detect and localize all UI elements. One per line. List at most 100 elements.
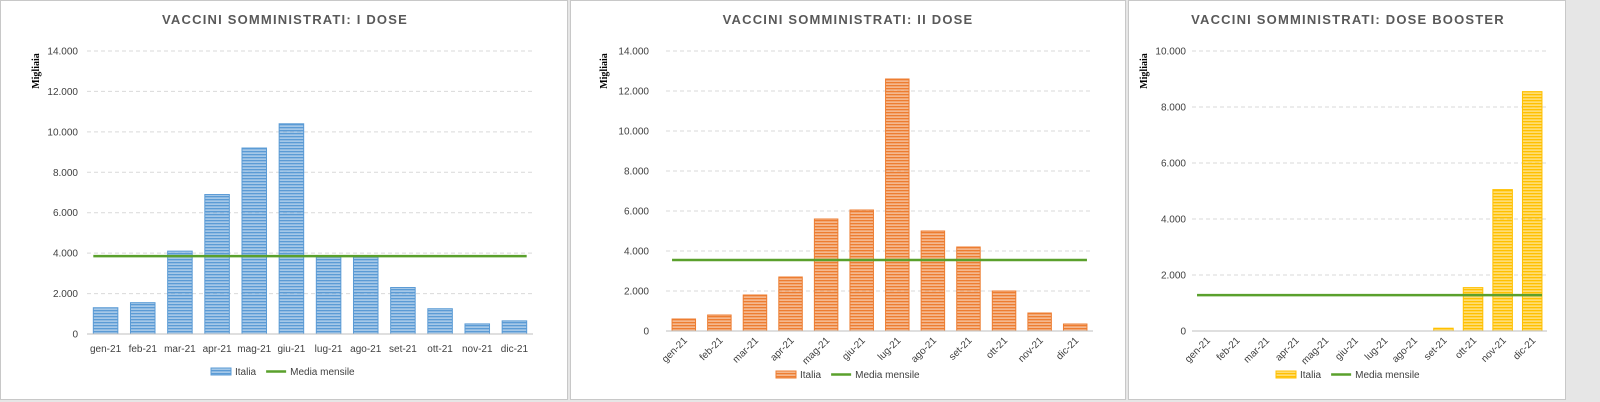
bar-apr-21 [778, 276, 803, 332]
x-tick-label: mar-21 [1242, 335, 1272, 365]
x-tick-label: apr-21 [1273, 335, 1302, 364]
y-tick-label: 4.000 [1161, 215, 1186, 226]
y-tick-label: 14.000 [47, 47, 78, 58]
bar-mag-21 [813, 218, 839, 332]
chart-first-dose: VACCINI SOMMINISTRATI: I DOSE Migliaia 0 2.… [31, 12, 533, 378]
x-tick-label: nov-21 [462, 344, 493, 355]
bar-dic-21 [501, 320, 528, 335]
bar-feb-21 [129, 302, 156, 335]
x-tick-label: feb-21 [129, 344, 158, 355]
x-tick-label: ott-21 [984, 335, 1010, 361]
x-tick-label: dic-21 [1511, 335, 1538, 362]
x-tick-label: giu-21 [1333, 335, 1361, 363]
x-tick-label: mar-21 [731, 335, 761, 365]
x-tick-label: dic-21 [501, 344, 529, 355]
bar-lug-21 [885, 78, 910, 332]
bar-ago-21 [352, 256, 379, 335]
y-tick-label: 6.000 [53, 208, 78, 219]
x-tick-label: gen-21 [660, 335, 690, 365]
x-tick-label: mag-21 [1299, 335, 1331, 367]
x-tick-label: ott-21 [1453, 335, 1479, 361]
y-tick-label: 10.000 [1155, 47, 1186, 58]
x-tick-label: lug-21 [1363, 335, 1391, 363]
x-tick-label: feb-21 [698, 335, 726, 363]
y-tick-label: 8.000 [1161, 103, 1186, 114]
bar-lug-21 [315, 256, 342, 335]
x-tick-label: ago-21 [350, 344, 382, 355]
x-tick-label: apr-21 [768, 335, 797, 364]
legend-label-line: Media mensile [290, 367, 355, 378]
x-tick-label: lug-21 [315, 344, 343, 355]
y-tick-label: 8.000 [624, 167, 649, 178]
y-axis-label: Migliaia [599, 53, 610, 89]
y-tick-label: 10.000 [47, 127, 78, 138]
x-tick-label: nov-21 [1479, 335, 1509, 365]
y-tick-label: 4.000 [624, 247, 649, 258]
x-tick-label: apr-21 [203, 344, 232, 355]
x-tick-label: gen-21 [1183, 335, 1213, 365]
x-tick-label: mar-21 [164, 344, 196, 355]
bar-nov-21 [1492, 189, 1513, 332]
bar-ago-21 [920, 230, 946, 332]
y-tick-label: 6.000 [1161, 159, 1186, 170]
y-tick-label: 10.000 [618, 127, 649, 138]
y-tick-label: 8.000 [53, 168, 78, 179]
x-tick-label: gen-21 [90, 344, 122, 355]
bar-ott-21 [991, 290, 1017, 332]
bar-set-21 [390, 287, 416, 335]
x-tick-label: giu-21 [278, 344, 306, 355]
legend-label-line: Media mensile [1355, 370, 1420, 381]
y-tick-label: 0 [643, 327, 649, 338]
x-tick-label: feb-21 [1215, 335, 1243, 363]
x-tick-label: nov-21 [1016, 335, 1046, 365]
bar-mag-21 [241, 147, 268, 335]
x-tick-label: set-21 [389, 344, 417, 355]
chart-booster-dose: VACCINI SOMMINISTRATI: DOSE BOOSTER Migli… [1139, 12, 1547, 381]
bar-giu-21 [278, 123, 305, 335]
bar-apr-21 [204, 194, 230, 335]
chart-title: VACCINI SOMMINISTRATI: DOSE BOOSTER [1191, 12, 1505, 27]
legend: Italia Media mensile [210, 367, 355, 378]
y-tick-label: 0 [1180, 327, 1186, 338]
bar-nov-21 [464, 323, 491, 335]
bar-feb-21 [707, 314, 732, 332]
bar-mar-21 [742, 294, 768, 332]
legend: Italia Media mensile [775, 370, 920, 381]
legend-label-bar: Italia [1300, 370, 1322, 381]
legend: Italia Media mensile [1275, 370, 1420, 381]
bar-mar-21 [167, 250, 193, 335]
bar-gen-21 [671, 318, 697, 332]
bar-giu-21 [849, 209, 874, 332]
x-tick-label: ott-21 [427, 344, 453, 355]
legend-label-bar: Italia [800, 370, 822, 381]
y-axis-label: Migliaia [1139, 53, 1150, 89]
chart-title: VACCINI SOMMINISTRATI: I DOSE [162, 12, 408, 27]
x-tick-label: ago-21 [1390, 335, 1420, 365]
x-tick-label: dic-21 [1054, 335, 1081, 362]
chart-second-dose: VACCINI SOMMINISTRATI: II DOSE Migliaia 0 2… [599, 12, 1093, 381]
bar-dic-21 [1062, 323, 1088, 332]
x-tick-label: mag-21 [800, 335, 832, 367]
bar-nov-21 [1027, 312, 1052, 332]
y-tick-label: 12.000 [618, 87, 649, 98]
y-tick-label: 4.000 [53, 249, 78, 260]
legend-label-bar: Italia [235, 367, 257, 378]
y-tick-label: 14.000 [618, 47, 649, 58]
legend-swatch-bar [210, 367, 232, 376]
legend-swatch-bar [1275, 370, 1297, 379]
legend-swatch-bar [775, 370, 797, 379]
y-tick-label: 0 [72, 330, 78, 341]
x-tick-label: giu-21 [840, 335, 868, 363]
bar-ott-21 [427, 308, 453, 335]
chart-panel-second-dose: VACCINI SOMMINISTRATI: II DOSE Migliaia 0 2… [570, 0, 1126, 400]
chart-title: VACCINI SOMMINISTRATI: II DOSE [723, 12, 974, 27]
chart-panel-booster-dose: VACCINI SOMMINISTRATI: DOSE BOOSTER Migli… [1128, 0, 1566, 400]
legend-label-line: Media mensile [855, 370, 920, 381]
y-tick-label: 2.000 [624, 287, 649, 298]
bar-gen-21 [92, 307, 119, 335]
x-tick-label: ago-21 [909, 335, 939, 365]
y-tick-label: 2.000 [53, 289, 78, 300]
y-tick-label: 12.000 [47, 87, 78, 98]
y-tick-label: 6.000 [624, 207, 649, 218]
x-tick-label: set-21 [947, 335, 975, 363]
